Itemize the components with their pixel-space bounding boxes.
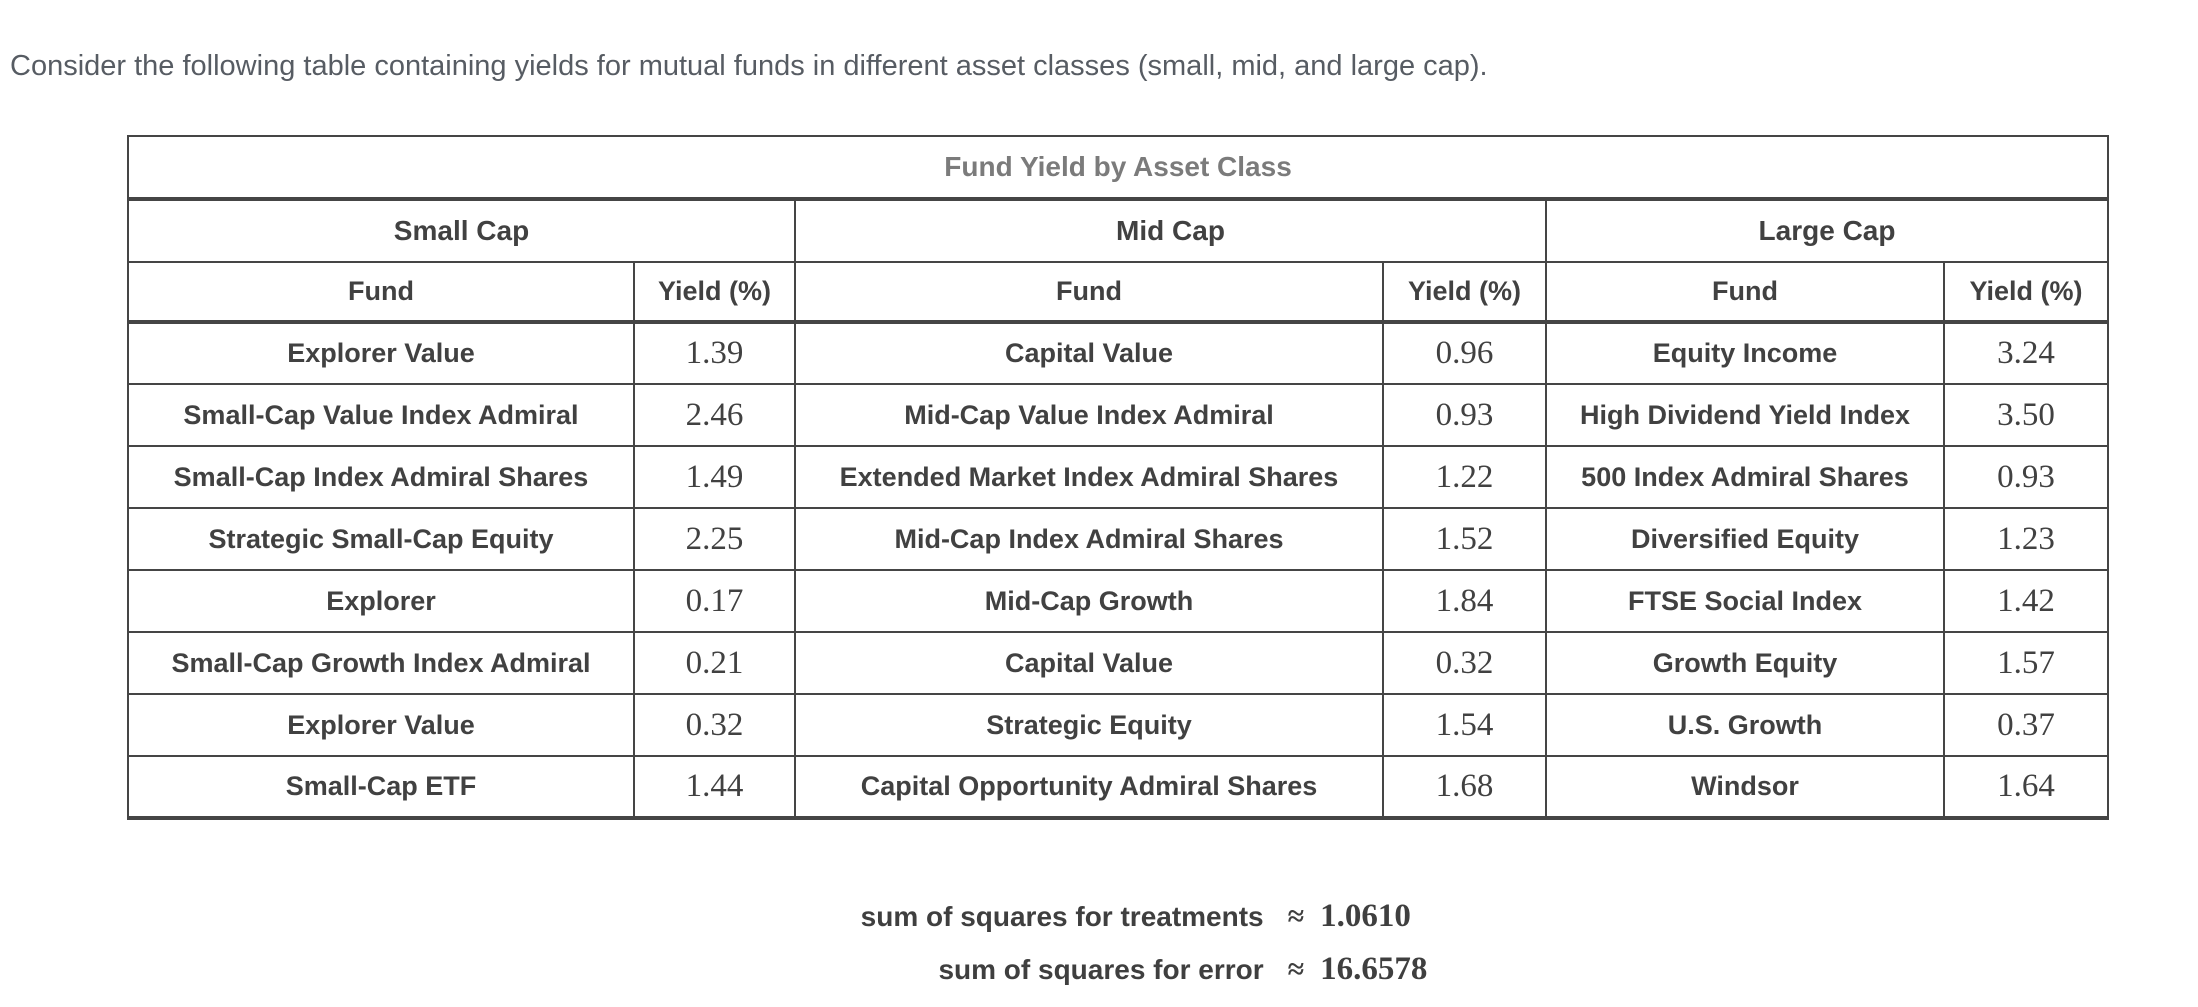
fund-name-small-cap: Small-Cap Index Admiral Shares bbox=[127, 445, 635, 509]
yield-value-large-cap: 1.57 bbox=[1942, 631, 2110, 695]
ss-error-label: sum of squares for error bbox=[938, 954, 1264, 985]
table-row: Explorer 0.17 Mid-Cap Growth 1.84 FTSE S… bbox=[127, 569, 2110, 633]
yield-value-small-cap: 2.25 bbox=[633, 507, 796, 571]
table-row: Small-Cap ETF 1.44 Capital Opportunity A… bbox=[127, 755, 2110, 820]
table-body: Explorer Value 1.39 Capital Value 0.96 E… bbox=[127, 321, 2110, 820]
yield-value-small-cap: 0.17 bbox=[633, 569, 796, 633]
ss-treatments-value-group: ≈1.0610 bbox=[1288, 898, 1428, 935]
ss-error-value-group: ≈16.6578 bbox=[1288, 951, 1428, 988]
asset-class-header-row: Small Cap Mid Cap Large Cap bbox=[127, 198, 2110, 263]
fund-name-mid-cap: Strategic Equity bbox=[794, 693, 1384, 757]
group-header-small-cap: Small Cap bbox=[127, 198, 796, 263]
column-header-row: Fund Yield (%) Fund Yield (%) Fund Yield… bbox=[127, 261, 2110, 324]
col-header-fund-small: Fund bbox=[127, 261, 635, 324]
table-row: Small-Cap Index Admiral Shares 1.49 Exte… bbox=[127, 445, 2110, 509]
fund-name-small-cap: Explorer bbox=[127, 569, 635, 633]
col-header-fund-large: Fund bbox=[1545, 261, 1945, 324]
yield-value-large-cap: 0.37 bbox=[1942, 693, 2110, 757]
fund-name-mid-cap: Mid-Cap Value Index Admiral bbox=[794, 383, 1384, 447]
yield-value-mid-cap: 1.54 bbox=[1382, 693, 1547, 757]
fund-name-small-cap: Small-Cap Value Index Admiral bbox=[127, 383, 635, 447]
fund-name-small-cap: Small-Cap Growth Index Admiral bbox=[127, 631, 635, 695]
question-intro-text: Consider the following table containing … bbox=[10, 50, 1488, 82]
fund-name-mid-cap: Capital Opportunity Admiral Shares bbox=[794, 755, 1384, 820]
col-header-yield-mid: Yield (%) bbox=[1382, 261, 1547, 324]
yield-value-large-cap: 1.23 bbox=[1942, 507, 2110, 571]
fund-name-mid-cap: Extended Market Index Admiral Shares bbox=[794, 445, 1384, 509]
fund-name-small-cap: Explorer Value bbox=[127, 321, 635, 385]
col-header-yield-small: Yield (%) bbox=[633, 261, 796, 324]
yield-value-mid-cap: 1.84 bbox=[1382, 569, 1547, 633]
yield-value-mid-cap: 0.96 bbox=[1382, 321, 1547, 385]
table-row: Strategic Small-Cap Equity 2.25 Mid-Cap … bbox=[127, 507, 2110, 571]
table-row: Explorer Value 0.32 Strategic Equity 1.5… bbox=[127, 693, 2110, 757]
col-header-yield-large: Yield (%) bbox=[1942, 261, 2110, 324]
yield-value-large-cap: 1.64 bbox=[1942, 755, 2110, 820]
ss-treatments-label: sum of squares for treatments bbox=[860, 901, 1264, 932]
yield-value-large-cap: 0.93 bbox=[1942, 445, 2110, 509]
yield-value-small-cap: 1.39 bbox=[633, 321, 796, 385]
fund-name-large-cap: Diversified Equity bbox=[1545, 507, 1945, 571]
yield-value-small-cap: 2.46 bbox=[633, 383, 796, 447]
group-header-large-cap: Large Cap bbox=[1544, 198, 2110, 263]
fund-name-large-cap: Growth Equity bbox=[1545, 631, 1945, 695]
group-header-mid-cap: Mid Cap bbox=[794, 198, 1547, 263]
fund-name-large-cap: U.S. Growth bbox=[1545, 693, 1945, 757]
fund-yield-table: Fund Yield by Asset Class Small Cap Mid … bbox=[126, 135, 2110, 820]
col-header-fund-mid: Fund bbox=[794, 261, 1384, 324]
yield-value-small-cap: 1.49 bbox=[633, 445, 796, 509]
fund-name-large-cap: Windsor bbox=[1545, 755, 1945, 820]
sum-of-squares-results: sum of squares for treatments ≈1.0610 su… bbox=[861, 898, 1428, 988]
fund-name-small-cap: Strategic Small-Cap Equity bbox=[127, 507, 635, 571]
yield-value-small-cap: 0.32 bbox=[633, 693, 796, 757]
ss-treatments-value: 1.0610 bbox=[1320, 898, 1411, 934]
yield-value-large-cap: 1.42 bbox=[1942, 569, 2110, 633]
table-row: Small-Cap Value Index Admiral 2.46 Mid-C… bbox=[127, 383, 2110, 447]
fund-name-mid-cap: Mid-Cap Growth bbox=[794, 569, 1384, 633]
fund-name-mid-cap: Mid-Cap Index Admiral Shares bbox=[794, 507, 1384, 571]
fund-name-large-cap: Equity Income bbox=[1545, 321, 1945, 385]
table-title-row: Fund Yield by Asset Class bbox=[126, 135, 2110, 201]
table-title: Fund Yield by Asset Class bbox=[126, 135, 2110, 201]
fund-name-mid-cap: Capital Value bbox=[794, 321, 1384, 385]
yield-value-mid-cap: 0.93 bbox=[1382, 383, 1547, 447]
table-row: Small-Cap Growth Index Admiral 0.21 Capi… bbox=[127, 631, 2110, 695]
yield-value-large-cap: 3.24 bbox=[1942, 321, 2110, 385]
fund-name-mid-cap: Capital Value bbox=[794, 631, 1384, 695]
yield-value-small-cap: 1.44 bbox=[633, 755, 796, 820]
fund-name-large-cap: High Dividend Yield Index bbox=[1545, 383, 1945, 447]
yield-value-mid-cap: 1.22 bbox=[1382, 445, 1547, 509]
yield-value-mid-cap: 0.32 bbox=[1382, 631, 1547, 695]
table-row: Explorer Value 1.39 Capital Value 0.96 E… bbox=[127, 321, 2110, 385]
fund-name-small-cap: Explorer Value bbox=[127, 693, 635, 757]
approx-symbol: ≈ bbox=[1287, 953, 1305, 986]
fund-name-large-cap: 500 Index Admiral Shares bbox=[1545, 445, 1945, 509]
fund-name-small-cap: Small-Cap ETF bbox=[127, 755, 635, 820]
fund-name-large-cap: FTSE Social Index bbox=[1545, 569, 1945, 633]
yield-value-mid-cap: 1.68 bbox=[1382, 755, 1547, 820]
yield-value-large-cap: 3.50 bbox=[1942, 383, 2110, 447]
ss-error-value: 16.6578 bbox=[1320, 951, 1428, 987]
yield-value-mid-cap: 1.52 bbox=[1382, 507, 1547, 571]
approx-symbol: ≈ bbox=[1287, 900, 1305, 933]
yield-value-small-cap: 0.21 bbox=[633, 631, 796, 695]
